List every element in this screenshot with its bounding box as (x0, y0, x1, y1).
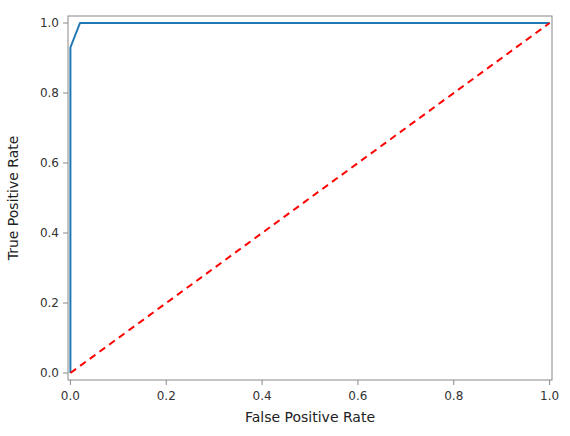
x-tick-label: 0.8 (444, 389, 463, 403)
x-tick-label: 0.6 (348, 389, 367, 403)
series-group (70, 23, 549, 373)
chart: 0.0 0.2 0.4 0.6 0.8 1.0 0.0 0.2 0.4 0.6 0.8 1.0 Fals… (0, 0, 570, 436)
y-tick-label: 0.2 (40, 296, 59, 310)
chart-container: 0.0 0.2 0.4 0.6 0.8 1.0 0.0 0.2 0.4 0.6 0.8 1.0 Fals… (0, 0, 570, 436)
y-tick-label: 0.0 (40, 366, 59, 380)
x-tick-label: 0.4 (253, 389, 272, 403)
y-tick (63, 93, 68, 94)
plot-frame (68, 16, 552, 380)
x-tick (549, 380, 550, 385)
x-tick (70, 380, 71, 385)
axes: 0.0 0.2 0.4 0.6 0.8 1.0 0.0 0.2 0.4 0.6 0.8 1.0 (40, 16, 559, 403)
x-axis-label: False Positive Rate (245, 409, 375, 425)
y-tick-label: 0.6 (40, 156, 59, 170)
y-tick (63, 23, 68, 24)
x-tick-label: 0.0 (61, 389, 80, 403)
y-tick-label: 1.0 (40, 16, 59, 30)
y-tick (63, 303, 68, 304)
y-tick-label: 0.8 (40, 86, 59, 100)
series-line (70, 23, 549, 373)
y-tick (63, 373, 68, 374)
x-tick (166, 380, 167, 385)
x-tick-label: 0.2 (157, 389, 176, 403)
x-tick (262, 380, 263, 385)
x-tick (357, 380, 358, 385)
y-tick-label: 0.4 (40, 226, 59, 240)
y-tick (63, 233, 68, 234)
series-line (70, 23, 549, 373)
x-tick (453, 380, 454, 385)
y-axis-label: True Positive Rate (5, 136, 21, 262)
x-tick-label: 1.0 (540, 389, 559, 403)
y-tick (63, 163, 68, 164)
